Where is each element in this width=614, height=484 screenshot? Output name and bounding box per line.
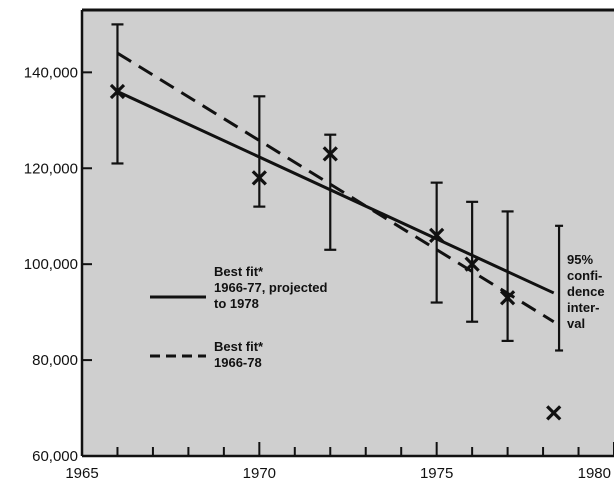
legend-label: Best fit*: [214, 339, 264, 354]
y-tick-label: 140,000: [24, 64, 78, 81]
legend-label: 1966-77, projected: [214, 280, 328, 295]
y-tick-label: 100,000: [24, 256, 78, 273]
y-tick-label: 80,000: [32, 352, 78, 369]
data-point-marker: [109, 83, 126, 100]
side-note-label: 95%: [567, 252, 593, 267]
side-note-label: val: [567, 316, 585, 331]
x-tick-label: 1970: [243, 465, 276, 482]
data-point-marker: [546, 405, 562, 421]
data-point-marker: [251, 170, 267, 186]
side-note-label: dence: [567, 284, 605, 299]
data-point-marker: [322, 146, 338, 162]
fit-line-dashed: [116, 51, 555, 323]
side-note-label: confi-: [567, 268, 602, 283]
side-note-label: inter-: [567, 300, 600, 315]
legend-label: to 1978: [214, 296, 259, 311]
legend-label: Best fit*: [214, 264, 264, 279]
x-tick-label: 1965: [65, 465, 98, 482]
data-point-marker: [464, 256, 480, 272]
data-point-marker: [429, 227, 445, 244]
x-tick-label: 1975: [420, 465, 453, 482]
legend-label: 1966-78: [214, 355, 262, 370]
plot-area: [82, 10, 614, 456]
data-point-marker: [499, 290, 516, 306]
y-tick-label: 60,000: [32, 448, 78, 465]
x-tick-label: 1980: [578, 465, 611, 482]
y-tick-label: 120,000: [24, 160, 78, 177]
fit-line-solid: [116, 90, 555, 295]
